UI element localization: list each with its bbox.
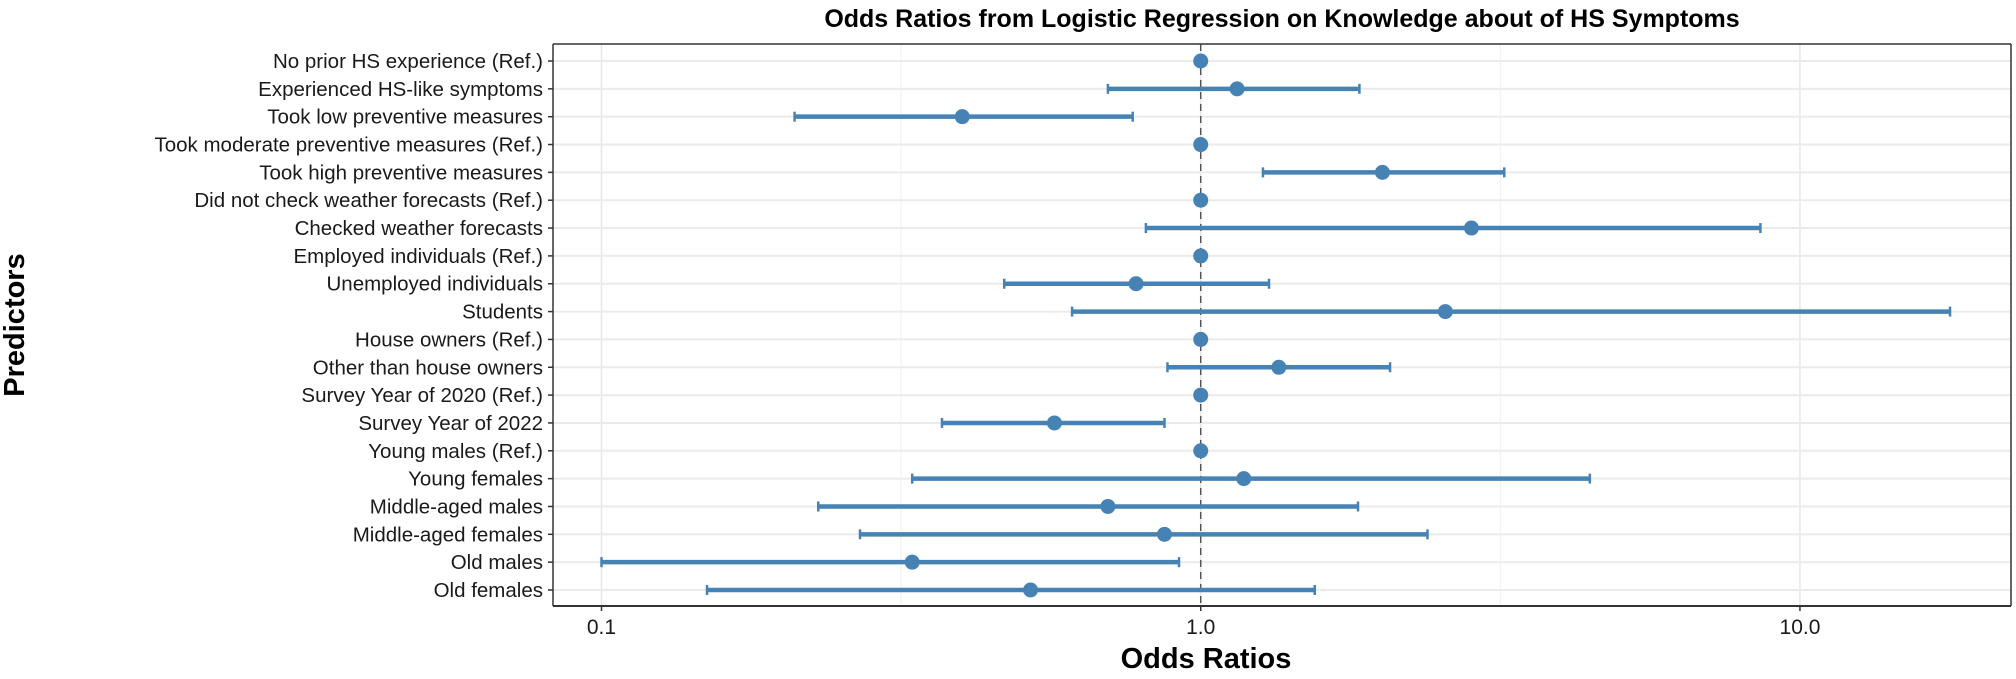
point-estimate (1193, 137, 1209, 153)
row-label: Middle-aged males (370, 495, 543, 518)
row-label: Unemployed individuals (326, 273, 543, 296)
point-estimate (904, 554, 920, 570)
point-estimate (1023, 582, 1039, 598)
point-estimate (1374, 164, 1390, 180)
point-estimate (1193, 443, 1209, 459)
point-estimate (1046, 415, 1062, 431)
row-label: Old males (451, 551, 543, 574)
x-tick-label: 0.1 (587, 616, 616, 639)
row-label: Other than house owners (313, 356, 543, 379)
row-label: Did not check weather forecasts (Ref.) (194, 189, 543, 212)
y-axis-label: Predictors (0, 253, 31, 396)
row-labels: No prior HS experience (Ref.) Experienced… (154, 50, 553, 602)
point-estimate (1193, 192, 1209, 208)
row-label: Checked weather forecasts (295, 217, 543, 240)
row-label: Middle-aged females (353, 523, 543, 546)
x-tick-label: 1.0 (1186, 616, 1215, 639)
row-label: Employed individuals (Ref.) (293, 245, 543, 268)
row-label: No prior HS experience (Ref.) (273, 50, 543, 73)
x-axis-label: Odds Ratios (1121, 643, 1292, 674)
marks (600, 53, 1952, 598)
row-label: Took low preventive measures (267, 106, 543, 129)
point-estimate (1156, 526, 1172, 542)
x-ticks: 0.1 1.0 10.0 (587, 606, 1821, 639)
point-estimate (1437, 304, 1453, 320)
row-label: Experienced HS-like symptoms (258, 78, 543, 101)
point-estimate (954, 109, 970, 125)
point-estimate (1193, 248, 1209, 264)
point-estimate (1193, 387, 1209, 403)
point-estimate (1229, 81, 1245, 97)
point-estimate (1236, 471, 1252, 487)
x-tick-label: 10.0 (1780, 616, 1821, 639)
row-label: Students (462, 301, 543, 324)
point-estimate (1128, 276, 1144, 292)
row-label: Young females (408, 468, 543, 491)
row-label: Took high preventive measures (259, 161, 543, 184)
point-estimate (1271, 359, 1287, 375)
point-estimate (1193, 331, 1209, 347)
row-label: Survey Year of 2020 (Ref.) (301, 384, 543, 407)
row-label: Young males (Ref.) (368, 440, 543, 463)
chart-title: Odds Ratios from Logistic Regression on … (824, 5, 1739, 33)
row-label: Took moderate preventive measures (Ref.) (154, 134, 543, 157)
plot-panel (553, 44, 2011, 606)
point-estimate (1193, 53, 1209, 69)
row-label: Survey Year of 2022 (358, 412, 543, 435)
point-estimate (1463, 220, 1479, 236)
grid (552, 43, 2012, 607)
row-label: Old females (434, 579, 543, 602)
point-estimate (1100, 498, 1116, 514)
row-label: House owners (Ref.) (355, 328, 543, 351)
